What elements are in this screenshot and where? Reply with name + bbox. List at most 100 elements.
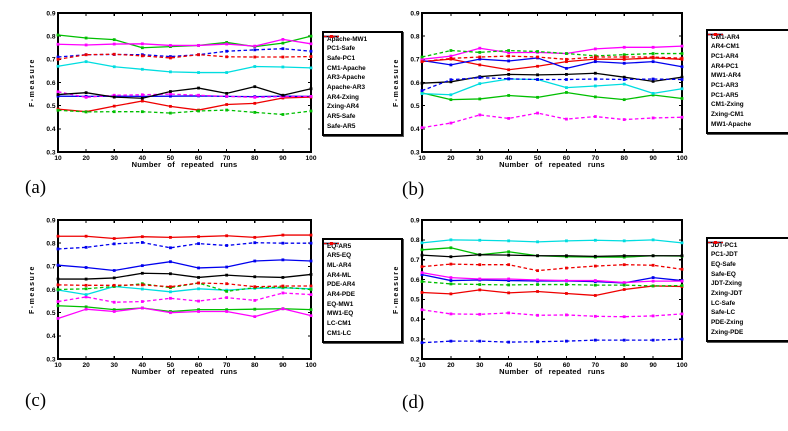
series-marker <box>309 66 313 70</box>
series-marker <box>651 338 655 342</box>
series-marker <box>197 53 200 57</box>
series-marker <box>420 89 424 93</box>
series-marker <box>680 87 684 91</box>
series-marker <box>565 66 568 70</box>
series-marker <box>225 234 229 238</box>
series-marker <box>309 293 313 296</box>
legend-entry-label: Safe-EQ <box>711 270 736 278</box>
series-marker <box>420 273 424 277</box>
y-tick-label: 0.6 <box>46 80 55 87</box>
legend-entry-label: Apache-AR3 <box>327 84 365 92</box>
x-tick-label: 80 <box>251 155 259 162</box>
legend-entry-label: Zxing-PDE <box>711 328 744 336</box>
series-line-EQ-MW1 <box>58 272 312 280</box>
series-line-LC-Safe <box>421 254 682 258</box>
series-marker <box>56 108 60 112</box>
series-marker <box>253 285 257 289</box>
series-marker <box>253 298 257 302</box>
x-tick-label: 50 <box>534 155 542 162</box>
x-tick-label: 100 <box>676 362 687 369</box>
legend-entry-label: PC1-JDT <box>711 251 738 259</box>
axes-frame <box>57 12 312 153</box>
series-marker <box>253 95 257 99</box>
series-marker <box>449 246 453 250</box>
series-marker <box>536 269 539 273</box>
plot-area-b: 10 20 30 40 50 60 70 80 90 100 0.3 0.4 0.5 0.6 0.7 0.8 0… <box>410 10 687 162</box>
series-marker <box>536 111 539 115</box>
x-tick-label: 70 <box>592 362 600 369</box>
series-marker <box>140 271 144 275</box>
legend-entry: AR4-PC1 <box>708 33 788 72</box>
series-marker <box>225 282 229 286</box>
legend-entry-label: CM1-AR4 <box>711 33 740 41</box>
series-marker <box>140 306 144 310</box>
series-marker <box>169 311 172 315</box>
series-marker <box>680 44 684 48</box>
series-line-AR5-EQ <box>57 305 312 313</box>
x-tick-label: 100 <box>305 155 316 162</box>
series-marker <box>507 340 511 344</box>
series-marker <box>56 94 60 98</box>
series-marker <box>309 55 313 58</box>
series-marker <box>478 283 482 286</box>
legend-d: JDT-PC1 PC1-JDT EQ-Safe Safe-EQ JDT-Zxing Zxi… <box>706 237 788 342</box>
series-marker <box>565 239 568 243</box>
series-marker <box>651 238 655 242</box>
series-marker <box>197 310 200 313</box>
series-marker <box>536 50 539 53</box>
series-marker <box>507 94 511 97</box>
y-tick-label: 0.8 <box>46 240 55 247</box>
series-marker <box>593 47 597 51</box>
legend-entry-label: AR5-EQ <box>327 252 352 260</box>
series-marker <box>56 64 60 68</box>
legend-entry: JDT-Zxing <box>708 241 788 290</box>
series-marker <box>140 241 144 244</box>
series-marker <box>565 279 568 282</box>
series-marker <box>112 269 116 272</box>
series-marker <box>420 341 424 345</box>
series-marker <box>593 264 597 268</box>
x-tick-label: 50 <box>167 155 175 162</box>
legend-entry: AR5-Safe <box>324 35 399 123</box>
legend-entry: PDE-Zxing <box>708 241 788 329</box>
legend-entry: MW1-EQ <box>324 242 399 320</box>
legend-entry: MW1-AR4 <box>708 33 788 82</box>
series-marker <box>309 273 313 276</box>
legend-entry-label: MW1-EQ <box>327 310 354 318</box>
series-marker <box>281 307 285 311</box>
series-line-MW1-AR4 <box>421 112 683 129</box>
series-marker <box>651 279 655 283</box>
series-marker <box>420 271 424 275</box>
x-tick-label: 60 <box>195 362 203 369</box>
series-marker <box>309 95 313 98</box>
series-line-ML-AR4 <box>57 259 312 272</box>
series-marker <box>84 266 88 269</box>
series-marker <box>449 121 453 125</box>
series-marker <box>478 97 482 101</box>
y-tick-label: 0.8 <box>46 33 55 40</box>
series-marker <box>309 49 313 53</box>
series-marker <box>536 283 539 286</box>
legend-entry-label: LC-CM1 <box>327 320 352 328</box>
series-marker <box>651 314 655 318</box>
legend-entry-label: PDE-AR4 <box>327 281 356 289</box>
series-marker <box>651 93 655 97</box>
chart-panel-b: 10 20 30 40 50 60 70 80 90 100 0.3 0.4 0.5 0.6 0.7 0.8 0… <box>393 0 788 215</box>
legend-entry-label: JDT-Zxing <box>711 280 742 288</box>
series-marker <box>140 46 144 50</box>
x-tick-label: 80 <box>621 362 629 369</box>
series-marker <box>281 233 285 237</box>
series-marker <box>622 61 626 65</box>
series-marker <box>449 238 453 242</box>
series-marker <box>680 337 684 341</box>
legend-entry: LC-CM1 <box>324 242 399 330</box>
legend-entry: AR4-ML <box>324 242 399 281</box>
series-marker <box>169 272 172 276</box>
series-marker <box>680 56 684 60</box>
series-marker <box>56 300 60 303</box>
series-marker <box>593 338 597 342</box>
series-marker <box>140 110 144 114</box>
series-marker <box>281 276 285 279</box>
series-marker <box>197 71 200 74</box>
series-marker <box>507 51 511 55</box>
